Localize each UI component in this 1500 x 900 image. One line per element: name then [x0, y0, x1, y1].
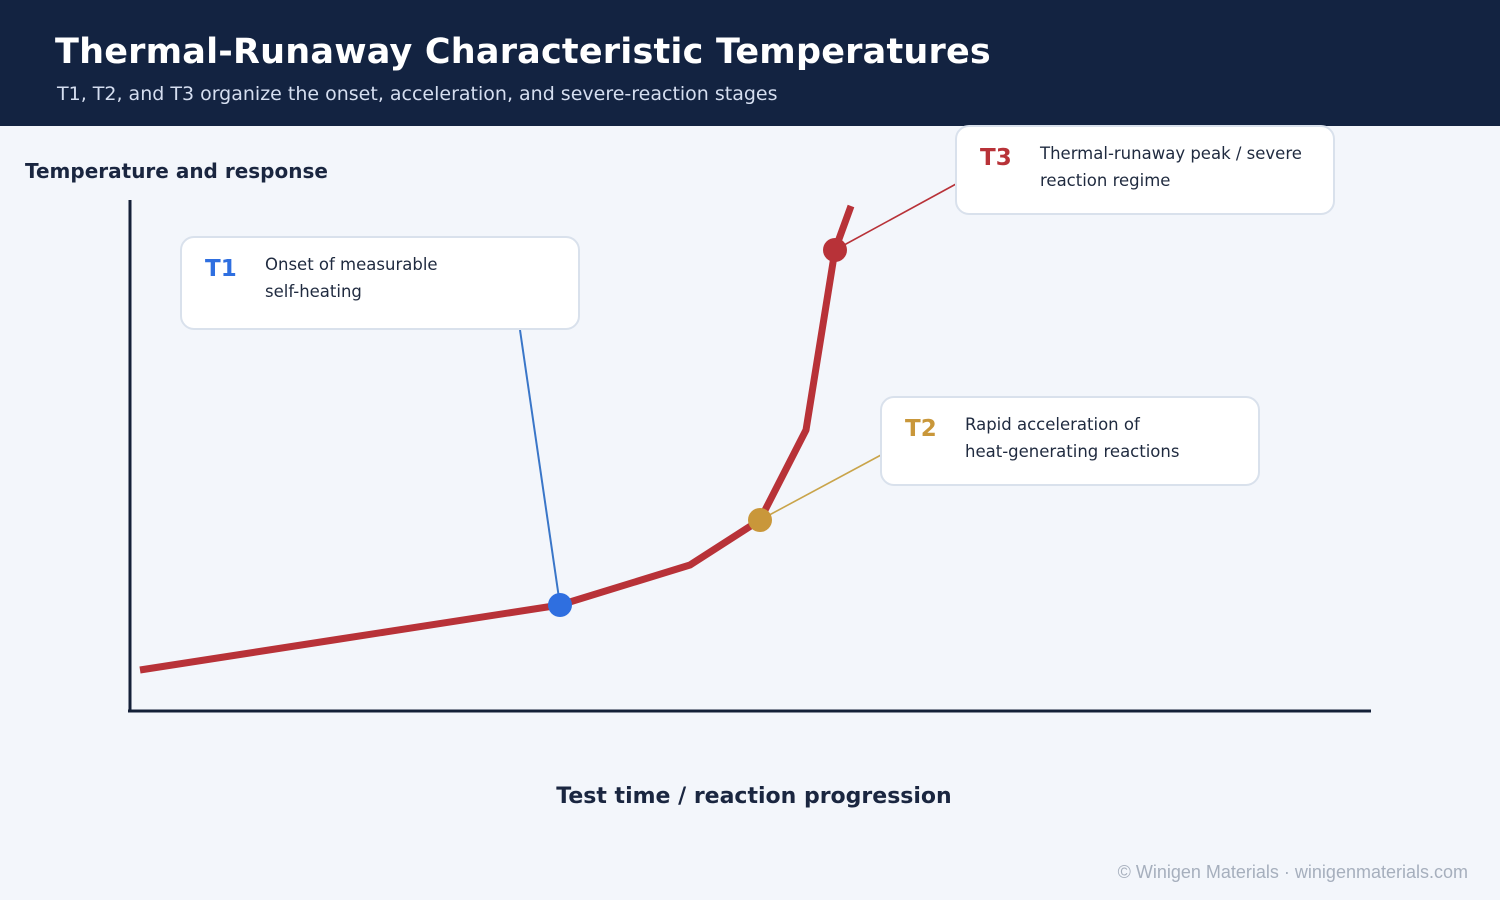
t1-leader-line: [519, 329, 561, 606]
t2-callout: T2 Rapid acceleration of heat-generating…: [880, 396, 1260, 486]
t2-marker: [748, 508, 772, 532]
header-bar: Thermal-Runaway Characteristic Temperatu…: [0, 0, 1500, 126]
t2-leader-line: [759, 454, 882, 521]
t1-callout: T1 Onset of measurable self-heating: [180, 236, 580, 330]
t1-description: Onset of measurable self-heating: [265, 255, 438, 301]
t3-leader-line: [834, 183, 957, 251]
t1-marker: [548, 593, 572, 617]
x-axis-label: Test time / reaction progression: [556, 784, 952, 809]
t3-callout: T3 Thermal-runaway peak / severe reactio…: [955, 125, 1335, 215]
t2-tag: T2: [905, 416, 937, 442]
footer-credit: © Winigen Materials · winigenmaterials.c…: [1117, 862, 1468, 882]
page-subtitle: T1, T2, and T3 organize the onset, accel…: [57, 83, 778, 105]
t3-marker: [823, 238, 847, 262]
t1-tag: T1: [205, 256, 237, 282]
temperature-curve: [139, 204, 855, 674]
t2-description: Rapid acceleration of heat-generating re…: [965, 415, 1180, 461]
page-title: Thermal-Runaway Characteristic Temperatu…: [55, 32, 991, 72]
y-axis-label: Temperature and response: [25, 159, 328, 183]
t3-tag: T3: [980, 145, 1012, 171]
t3-description: Thermal-runaway peak / severe reaction r…: [1040, 144, 1302, 190]
